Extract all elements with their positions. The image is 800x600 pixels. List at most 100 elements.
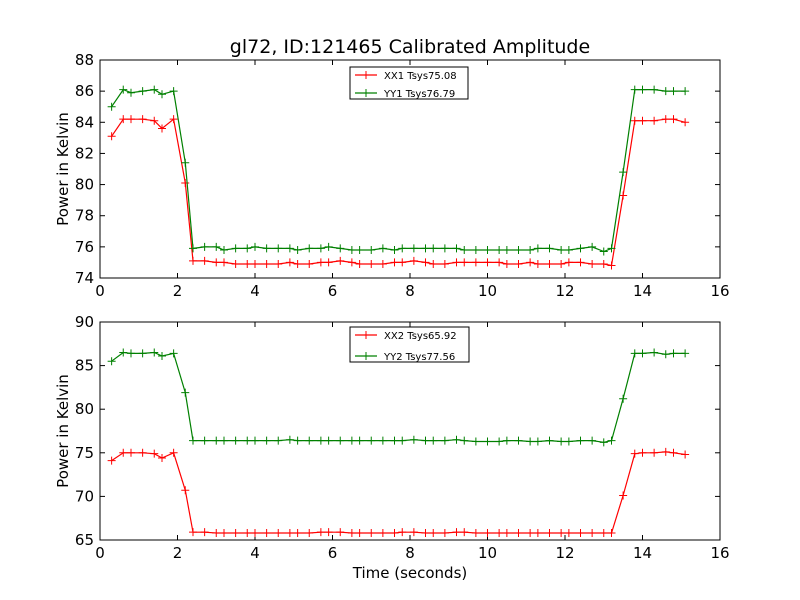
data-point-marker <box>127 115 135 124</box>
data-point-marker <box>599 259 608 268</box>
data-point-marker <box>440 529 449 538</box>
data-point-marker <box>158 352 166 361</box>
data-point-marker <box>533 244 542 253</box>
data-point-marker <box>460 436 469 445</box>
data-point-marker <box>293 529 302 538</box>
data-point-marker <box>669 448 678 457</box>
data-point-marker <box>293 259 302 268</box>
x-tick-label: 16 <box>710 282 729 300</box>
data-point-marker <box>483 529 492 538</box>
chart-title: gl72, ID:121465 Calibrated Amplitude <box>230 36 590 58</box>
data-point-marker <box>495 437 504 446</box>
data-point-marker <box>460 528 469 537</box>
data-point-marker <box>588 259 597 268</box>
data-point-marker <box>409 435 418 444</box>
data-point-marker <box>355 436 364 445</box>
data-point-marker <box>355 245 364 254</box>
data-point-marker <box>200 256 209 265</box>
data-point-marker <box>588 242 597 251</box>
data-point-marker <box>483 437 492 446</box>
data-point-marker <box>189 436 197 445</box>
data-point-marker <box>576 244 585 253</box>
legend-swatch-marker <box>362 89 370 97</box>
data-point-marker <box>495 529 504 538</box>
data-point-marker <box>119 448 128 457</box>
data-point-marker <box>262 436 271 445</box>
data-point-marker <box>251 259 259 268</box>
y-tick-label: 75 <box>75 444 94 462</box>
data-point-marker <box>429 529 438 538</box>
data-point-marker <box>107 102 116 111</box>
legend: XX1 Tsys75.08 YY1 Tsys76.79 <box>349 66 469 100</box>
data-point-marker <box>398 244 407 253</box>
data-point-marker <box>119 115 128 124</box>
legend-label: XX2 Tsys65.92 <box>384 331 457 342</box>
data-point-marker <box>251 242 259 251</box>
data-point-marker <box>409 244 418 253</box>
data-point-marker <box>564 245 573 254</box>
data-point-marker <box>421 529 430 538</box>
data-point-marker <box>429 436 438 445</box>
legend-label: XX1 Tsys75.08 <box>384 71 457 82</box>
x-tick-label: 6 <box>328 282 338 300</box>
data-point-marker <box>231 259 240 268</box>
data-point-marker <box>274 436 283 445</box>
data-point-marker <box>638 349 647 358</box>
data-point-marker <box>274 244 283 253</box>
data-point-marker <box>545 259 554 268</box>
data-point-marker <box>150 348 159 357</box>
data-point-marker <box>150 85 159 94</box>
y-tick-label: 65 <box>75 531 94 549</box>
data-point-marker <box>630 349 639 358</box>
data-point-marker <box>390 258 399 267</box>
data-point-marker <box>502 259 511 268</box>
data-point-marker <box>661 87 670 96</box>
x-tick-label: 2 <box>173 282 183 300</box>
data-point-marker <box>220 245 228 254</box>
data-point-marker <box>557 437 566 446</box>
legend: XX2 Tsys65.92 YY2 Tsys77.56 <box>349 326 470 363</box>
data-point-marker <box>169 87 178 96</box>
legend-label: YY2 Tsys77.56 <box>383 352 455 363</box>
data-point-marker <box>502 436 511 445</box>
x-tick-label: 14 <box>633 544 652 562</box>
data-point-marker <box>557 259 566 268</box>
data-point-marker <box>274 529 283 538</box>
data-point-marker <box>514 245 523 254</box>
data-point-marker <box>285 244 294 253</box>
data-point-marker <box>127 88 135 97</box>
x-tick-label: 6 <box>328 544 338 562</box>
x-tick-label: 8 <box>405 544 415 562</box>
data-point-marker <box>119 348 128 357</box>
data-point-marker <box>398 528 407 537</box>
data-point-marker <box>181 158 190 167</box>
axes-frame <box>99 59 721 279</box>
data-point-marker <box>576 529 585 538</box>
bottom-panel: 0 2 4 6 8 10 12 14 16 65 70 75 80 85 90 Power in Kelvin… <box>54 313 730 562</box>
data-point-marker <box>440 259 449 268</box>
data-point-marker <box>316 528 325 537</box>
data-point-marker <box>150 449 159 458</box>
data-point-marker <box>200 242 209 251</box>
data-point-marker <box>545 436 554 445</box>
data-point-marker <box>138 87 147 96</box>
data-point-marker <box>483 258 492 267</box>
data-point-marker <box>285 529 294 538</box>
y-tick-label: 74 <box>75 269 94 287</box>
data-point-marker <box>367 529 376 538</box>
data-point-marker <box>514 529 523 538</box>
data-point-marker <box>650 448 659 457</box>
x-tick-label: 10 <box>478 282 497 300</box>
data-point-marker <box>564 258 573 267</box>
data-point-marker <box>378 529 387 538</box>
data-point-marker <box>421 244 430 253</box>
data-point-marker <box>619 191 628 200</box>
data-point-marker <box>316 436 325 445</box>
legend-swatch-marker <box>362 331 370 339</box>
data-point-marker <box>324 258 333 267</box>
data-point-marker <box>347 436 356 445</box>
x-tick-label: 4 <box>250 282 260 300</box>
data-point-marker <box>251 529 259 538</box>
data-point-marker <box>390 529 399 538</box>
y-axis-title: Power in Kelvin <box>54 374 72 488</box>
